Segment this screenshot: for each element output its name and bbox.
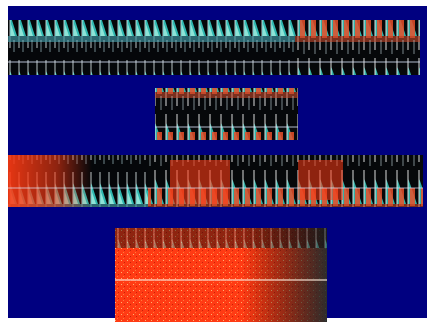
spectrogram-panel xyxy=(155,88,298,140)
spectrogram-top xyxy=(115,228,327,248)
row-3 xyxy=(8,155,423,207)
row-2 xyxy=(155,88,298,140)
spectrogram-panel xyxy=(295,20,420,75)
spectrogram-highlight xyxy=(170,160,230,204)
spectrogram-panel xyxy=(8,20,158,75)
row-4 xyxy=(115,228,327,322)
screenshot xyxy=(0,0,427,322)
spectrogram-highlight xyxy=(298,160,343,200)
page xyxy=(0,0,427,322)
spectrogram-panel xyxy=(158,20,295,75)
row-1 xyxy=(8,20,420,75)
spectrogram-highlight xyxy=(8,155,148,207)
